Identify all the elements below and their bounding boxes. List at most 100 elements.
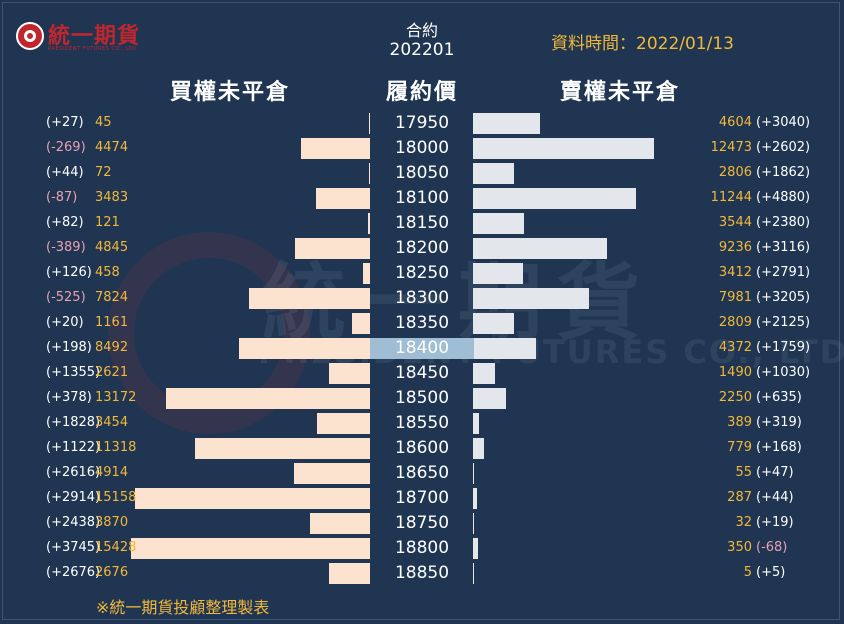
call-oi-bar [294,238,370,259]
put-oi-change: (+1030) [756,365,811,380]
put-oi-change: (+2125) [756,315,811,330]
call-oi-change: (+2676) [46,565,101,580]
call-oi-value: 72 [95,165,112,180]
put-oi-bar [473,263,523,284]
call-oi-change: (+378) [46,390,92,405]
strike-price: 18450 [394,363,450,383]
company-logo: 統一期貨 PRESIDENT FUTURES CO., LTD. [16,16,166,56]
call-oi-change: (-525) [46,290,86,305]
call-oi-value: 11318 [95,440,137,455]
call-oi-bar [368,163,370,184]
put-oi-change: (+5) [756,565,786,580]
call-oi-value: 458 [95,265,120,280]
put-oi-value: 350 [727,540,752,555]
call-oi-value: 121 [95,215,120,230]
call-oi-value: 4914 [95,465,129,480]
call-oi-value: 2621 [95,365,129,380]
put-oi-change: (-68) [756,540,788,555]
call-oi-bar [329,363,370,384]
put-oi-bar [473,513,474,534]
company-logo-subtext: PRESIDENT FUTURES CO., LTD. [48,46,139,52]
strike-price: 18800 [394,538,450,558]
call-oi-change: (+2438) [46,515,101,530]
put-oi-bar [473,488,478,509]
strike-price: 18350 [394,313,450,333]
call-oi-value: 7824 [95,290,129,305]
strike-price: 18100 [394,188,450,208]
put-oi-value: 55 [735,465,752,480]
put-oi-value: 9236 [718,240,752,255]
put-oi-change: (+1862) [756,165,811,180]
put-oi-change: (+319) [756,415,802,430]
put-oi-change: (+635) [756,390,802,405]
call-oi-value: 2676 [95,565,129,580]
strike-price: 18500 [394,388,450,408]
put-oi-change: (+1759) [756,340,811,355]
strike-price: 17950 [394,113,450,133]
put-oi-value: 1490 [718,365,752,380]
put-oi-bar [473,463,474,484]
put-oi-value: 2250 [718,390,752,405]
strike-price: 18750 [394,513,450,533]
call-oi-value: 3483 [95,190,129,205]
call-oi-change: (+2616) [46,465,101,480]
strike-price: 18150 [394,213,450,233]
call-oi-change: (+198) [46,340,92,355]
put-oi-change: (+4880) [756,190,811,205]
put-oi-value: 2809 [718,315,752,330]
call-oi-bar [248,288,370,309]
call-oi-bar [131,538,370,559]
call-oi-bar [316,188,370,209]
put-oi-bar [473,288,589,309]
call-oi-value: 3870 [95,515,129,530]
put-oi-value: 12473 [710,140,752,155]
put-oi-value: 389 [727,415,752,430]
call-oi-value: 4474 [95,140,129,155]
put-oi-value: 32 [735,515,752,530]
put-oi-bar [473,563,474,584]
call-oi-bar [166,388,370,409]
call-oi-change: (+82) [46,215,84,230]
strike-price: 18200 [394,238,450,258]
call-oi-bar [352,313,370,334]
put-oi-bar [473,313,514,334]
call-oi-bar [310,513,370,534]
put-oi-bar [473,363,495,384]
footer-note: ※統一期貨投顧整理製表 [96,598,270,617]
put-oi-value: 2806 [718,165,752,180]
call-oi-value: 15428 [95,540,137,555]
strike-price: 18550 [394,413,450,433]
call-oi-bar [362,263,370,284]
put-oi-change: (+44) [756,490,794,505]
call-oi-change: (+126) [46,265,92,280]
put-oi-value: 3412 [718,265,752,280]
call-oi-change: (+3745) [46,540,101,555]
strike-price: 18700 [394,488,450,508]
put-oi-change: (+3040) [756,115,811,130]
contract-label: 合約 [405,21,438,40]
call-oi-bar [300,138,370,159]
call-oi-value: 15158 [95,490,137,505]
put-oi-value: 3544 [718,215,752,230]
strike-price: 18650 [394,463,450,483]
call-oi-change: (-87) [46,190,78,205]
call-oi-value: 13172 [95,390,137,405]
call-oi-bar [194,438,370,459]
put-oi-value: 779 [727,440,752,455]
put-oi-change: (+168) [756,440,802,455]
contract-month: 202201 [389,40,455,60]
put-oi-bar [473,438,485,459]
company-logo-name: 統一期貨 [48,24,141,49]
put-oi-change: (+3116) [756,240,811,255]
call-oi-bar [368,213,370,234]
put-oi-bar [473,538,479,559]
put-oi-bar [473,338,537,359]
strike-price: 18300 [394,288,450,308]
put-oi-change: (+47) [756,465,794,480]
put-oi-value: 4604 [718,115,752,130]
put-oi-bar [473,388,506,409]
put-column-header: 賣權未平倉 [559,80,680,105]
call-oi-change: (+20) [46,315,84,330]
